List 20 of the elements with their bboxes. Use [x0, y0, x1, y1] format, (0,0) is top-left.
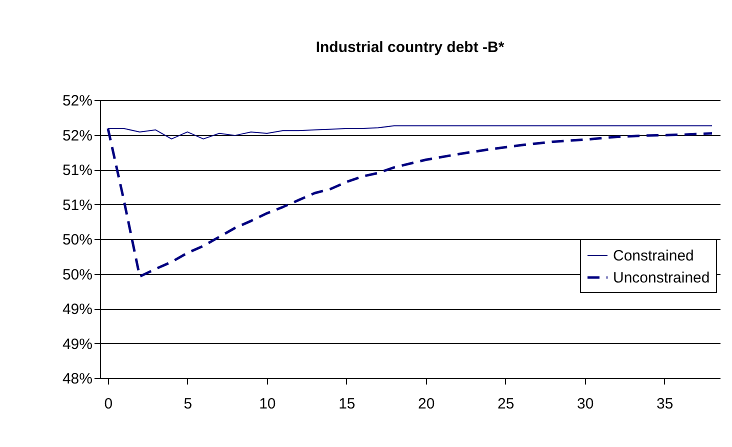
y-tick-label: 52%	[62, 127, 92, 144]
y-tick-label: 49%	[62, 336, 92, 353]
legend-label: Unconstrained	[613, 270, 710, 286]
x-tick-label: 15	[338, 396, 356, 412]
y-tick-label: 48%	[62, 370, 92, 388]
y-tick-label: 52%	[62, 92, 92, 110]
chart-title: Industrial country debt -B*	[316, 39, 504, 56]
x-tick-label: 25	[498, 396, 514, 412]
x-tick-label: 10	[259, 396, 276, 412]
y-tick-label: 50%	[62, 266, 92, 284]
legend-label: Constrained	[613, 248, 694, 264]
y-tick-label: 51%	[62, 196, 92, 214]
x-tick-label: 0	[104, 396, 113, 412]
x-tick-label: 35	[656, 396, 674, 412]
y-tick-label: 50%	[62, 232, 92, 248]
x-tick-label: 5	[184, 396, 192, 412]
y-tick-label: 49%	[62, 301, 92, 318]
x-tick-label: 20	[418, 396, 435, 412]
x-tick-label: 30	[577, 396, 594, 412]
y-tick-label: 51%	[62, 162, 92, 179]
